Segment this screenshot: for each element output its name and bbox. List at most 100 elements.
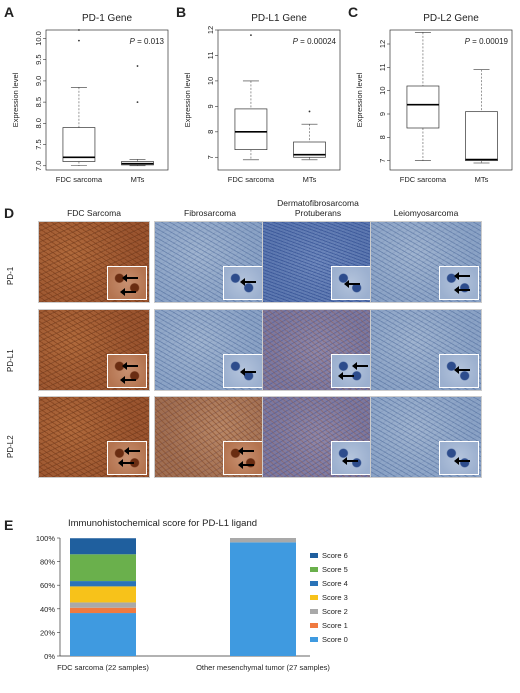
legend-label: Score 1 — [322, 620, 348, 630]
arrow-icon — [124, 447, 140, 455]
legend-item: Score 6 — [310, 548, 348, 562]
score-legend: Score 6 Score 5 Score 4 Score 3 Score 2 Score… — [310, 548, 348, 646]
y-tick-label: 7 — [206, 155, 215, 159]
ihc-column-header: FDC Sarcoma — [67, 208, 121, 218]
arrow-icon — [454, 457, 470, 465]
y-axis-label: Expression level — [11, 72, 20, 127]
p-value: P = 0.013 — [130, 37, 165, 46]
y-tick-label: 8 — [206, 130, 215, 134]
boxplot-b-svg: PD-L1 Gene 7 8 9 10 11 12 Expression level P = 0… — [183, 13, 341, 184]
ihc-inset — [223, 441, 263, 475]
arrow-icon — [238, 447, 254, 455]
ihc-image-fibro-pd1 — [154, 221, 266, 303]
outlier-point — [78, 39, 80, 42]
arrow-icon — [120, 376, 136, 384]
box — [234, 108, 268, 150]
panel-letter-b: B — [176, 4, 187, 20]
legend-label: Score 2 — [322, 606, 348, 616]
arrow-icon — [122, 274, 138, 282]
arrow-icon — [240, 368, 256, 376]
arrow-icon — [352, 362, 368, 370]
legend-item: Score 4 — [310, 576, 348, 590]
x-category-label: FDC sarcoma (22 samples) — [57, 663, 149, 672]
arrow-icon — [118, 459, 134, 467]
score-chart-title: Immunohistochemical score for PD-L1 liga… — [68, 518, 258, 529]
ihc-image-dfsp-pdl1 — [262, 309, 374, 391]
y-tick-label: 80% — [40, 558, 55, 567]
ihc-column-header: Dermatofibrosarcoma Protuberans — [277, 198, 359, 218]
legend-swatch — [310, 566, 318, 572]
x-category-label: MTs — [131, 175, 145, 184]
legend-item: Score 2 — [310, 604, 348, 618]
y-tick-label: 0% — [44, 652, 55, 661]
boxplot-a-svg: PD-1 Gene 7.0 7.5 8.0 8.5 9.0 9.5 10.0 Expressio… — [11, 13, 169, 184]
bar-segment — [230, 542, 296, 656]
legend-item: Score 3 — [310, 590, 348, 604]
panel-letter-c: C — [348, 4, 359, 20]
ihc-image-fdc-pd1 — [38, 221, 150, 303]
arrow-icon — [338, 372, 354, 380]
x-category-label: FDC sarcoma — [56, 175, 103, 184]
ihc-inset — [107, 354, 147, 388]
y-tick-label: 40% — [40, 605, 55, 614]
ihc-inset — [223, 354, 263, 388]
arrow-icon — [342, 457, 358, 465]
ihc-inset — [223, 266, 263, 300]
y-tick-label: 9 — [206, 104, 215, 108]
ihc-column-header: Leiomyosarcoma — [393, 208, 459, 218]
ihc-inset — [331, 266, 371, 300]
arrow-icon — [240, 278, 256, 286]
x-category-label: FDC sarcoma — [400, 175, 447, 184]
y-tick-label: 8.0 — [34, 118, 43, 128]
arrow-icon — [120, 288, 136, 296]
box — [465, 111, 498, 162]
p-value: P = 0.00024 — [293, 37, 337, 46]
y-tick-label: 9.5 — [34, 54, 43, 64]
ihc-image-dfsp-pdl2 — [262, 396, 374, 478]
bar-segment — [70, 586, 136, 603]
legend-item: Score 1 — [310, 618, 348, 632]
plot-frame — [217, 29, 341, 171]
box — [406, 85, 440, 129]
y-tick-label: 7 — [378, 159, 387, 163]
legend-swatch — [310, 622, 318, 628]
bar-segment — [70, 613, 136, 656]
y-tick-label: 12 — [206, 26, 215, 34]
legend-swatch — [310, 636, 318, 642]
y-tick-label: 7.5 — [34, 139, 43, 149]
y-tick-label: 12 — [378, 40, 387, 48]
x-category-label: MTs — [303, 175, 317, 184]
ihc-row-label: PD-1 — [6, 266, 15, 285]
panel-title: PD-L1 Gene — [251, 13, 307, 24]
bar-segment — [70, 538, 136, 555]
ihc-image-dfsp-pd1 — [262, 221, 374, 303]
p-value: P = 0.00019 — [465, 37, 509, 46]
y-axis-label: Expression level — [355, 72, 364, 127]
arrow-icon — [122, 362, 138, 370]
ihc-inset — [439, 354, 479, 388]
ihc-inset — [107, 441, 147, 475]
ihc-row-label: PD-L1 — [6, 349, 15, 372]
legend-label: Score 0 — [322, 634, 348, 644]
y-tick-label: 9 — [378, 112, 387, 116]
panel-title: PD-1 Gene — [82, 13, 132, 24]
ihc-image-fdc-pdl1 — [38, 309, 150, 391]
ihc-row-label: PD-L2 — [6, 435, 15, 458]
boxplot-c-svg: PD-L2 Gene 7 8 9 10 11 12 Expression level P = 0… — [355, 13, 513, 184]
plot-frame — [389, 29, 513, 171]
arrow-icon — [238, 461, 254, 469]
bar-segment — [70, 607, 136, 614]
outlier-point — [78, 29, 80, 31]
legend-label: Score 5 — [322, 564, 348, 574]
y-tick-label: 8.5 — [34, 97, 43, 107]
legend-swatch — [310, 608, 318, 614]
x-category-label: Other mesenchymal tumor (27 samples) — [196, 663, 330, 672]
y-tick-label: 9.0 — [34, 76, 43, 86]
boxplot-panel-c: PD-L2 Gene 7 8 9 10 11 12 Expression level P = 0… — [352, 8, 517, 190]
ihc-image-fibro-pdl1 — [154, 309, 266, 391]
legend-label: Score 3 — [322, 592, 348, 602]
ihc-inset — [439, 266, 479, 300]
ihc-image-leio-pd1 — [370, 221, 482, 303]
y-tick-label: 10 — [378, 86, 387, 94]
legend-label: Score 4 — [322, 578, 348, 588]
